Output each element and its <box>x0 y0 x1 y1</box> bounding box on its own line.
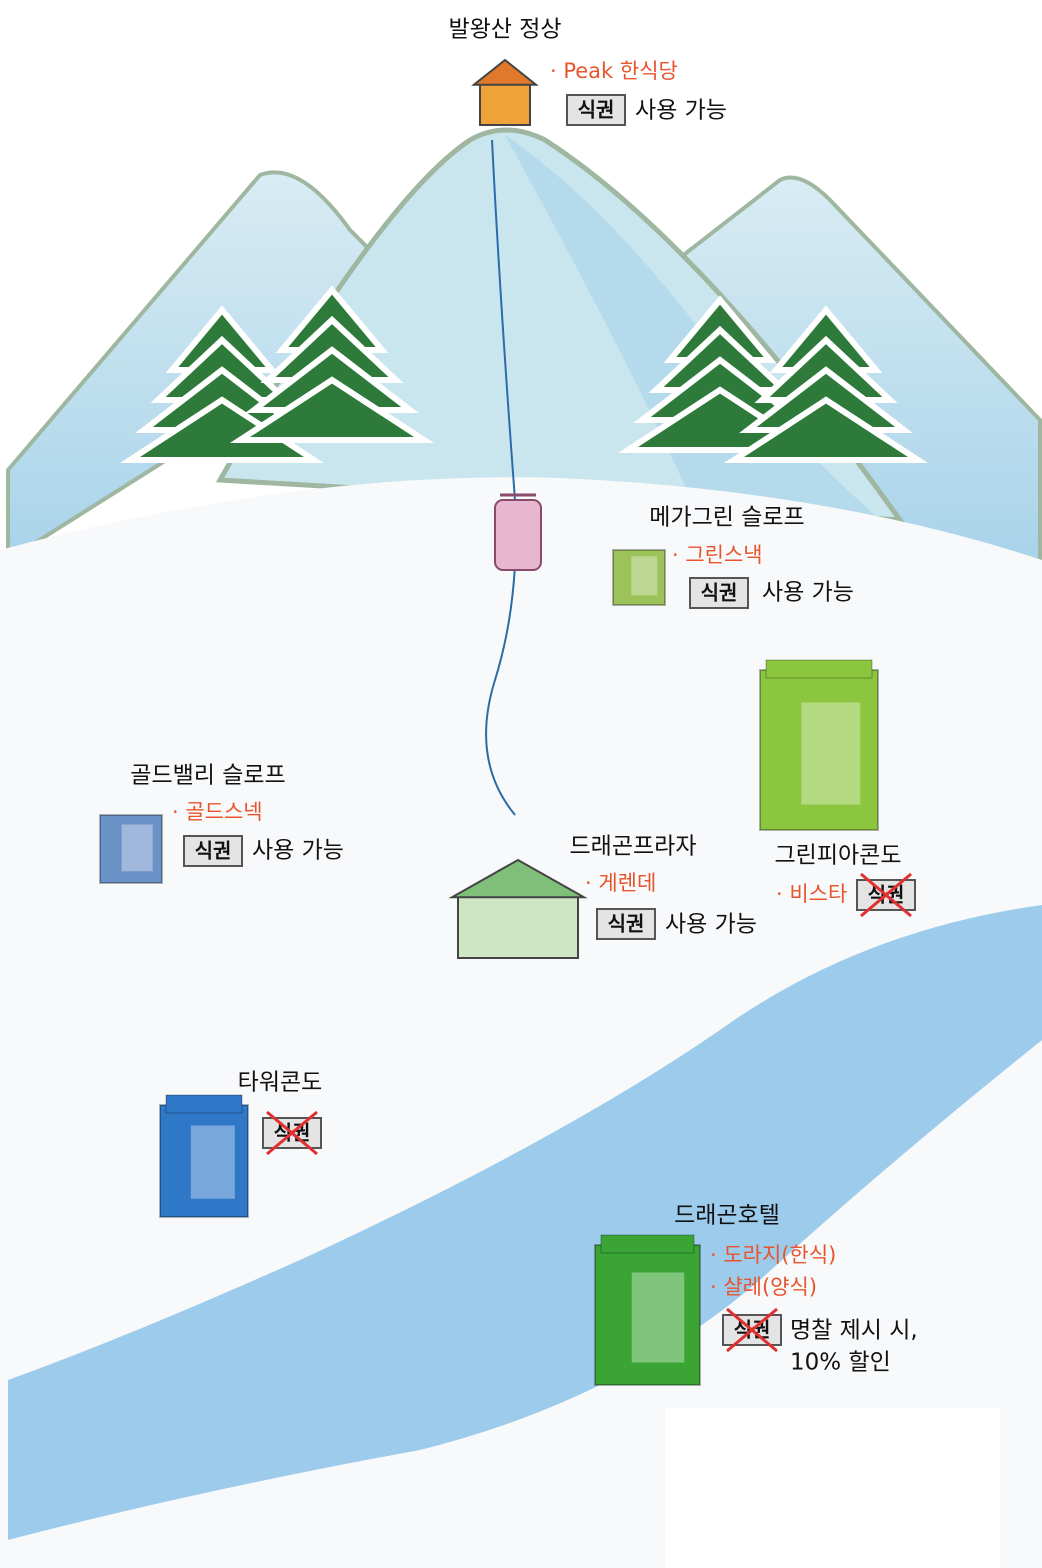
restaurant: · 샬레(양식) <box>710 1275 817 1299</box>
building-body <box>480 83 530 125</box>
ticket-label: 식권 <box>195 839 232 863</box>
location-name: 메가그린 슬로프 <box>649 505 804 531</box>
location-name: 그린피아콘도 <box>775 843 902 869</box>
gondola <box>495 495 541 570</box>
ticket-note: 명찰 제시 시, <box>790 1318 918 1344</box>
ticket-status: 사용 가능 <box>665 912 757 938</box>
ticket-label: 식권 <box>608 912 645 936</box>
location-name: 드래곤프라자 <box>570 834 697 860</box>
building-face <box>122 825 153 872</box>
location-name: 드래곤호텔 <box>674 1203 780 1229</box>
blank-area <box>665 1408 1000 1568</box>
building-top <box>166 1095 242 1113</box>
ticket-note: 10% 할인 <box>790 1350 891 1376</box>
building-face <box>801 703 860 805</box>
restaurant: · 골드스넥 <box>172 800 263 824</box>
building-top <box>766 660 872 678</box>
building-face <box>631 556 657 595</box>
restaurant: · 게렌데 <box>585 871 656 895</box>
ticket-status: 사용 가능 <box>762 580 854 606</box>
ticket-status: 사용 가능 <box>252 838 344 864</box>
building-icon <box>474 60 536 125</box>
ticket-label: 식권 <box>578 98 615 122</box>
building-body <box>458 894 578 958</box>
building-icon <box>595 1235 700 1385</box>
location-name: 타워콘도 <box>238 1070 323 1096</box>
ticket-status: 사용 가능 <box>635 98 727 124</box>
building-icon <box>760 660 878 830</box>
ticket-label: 식권 <box>701 581 738 605</box>
page: {"locations":[ {"name":"발왕산 정상","restaur… <box>0 0 1042 1568</box>
resort-map: 발왕산 정상· Peak 한식당식권사용 가능메가그린 슬로프· 그린스낵식권사… <box>0 0 1042 1568</box>
building-icon <box>613 550 665 605</box>
building-face <box>632 1273 685 1363</box>
restaurant: · Peak 한식당 <box>550 59 678 83</box>
building-face <box>191 1126 235 1199</box>
restaurant: · 비스타 <box>776 882 847 906</box>
location-name: 발왕산 정상 <box>448 17 561 43</box>
restaurant: · 도라지(한식) <box>710 1243 836 1267</box>
building-icon <box>100 815 162 883</box>
building-top <box>601 1235 694 1253</box>
building-roof <box>474 60 536 85</box>
restaurant: · 그린스낵 <box>672 543 763 567</box>
building-icon <box>160 1095 248 1217</box>
location-name: 골드밸리 슬로프 <box>130 763 285 789</box>
